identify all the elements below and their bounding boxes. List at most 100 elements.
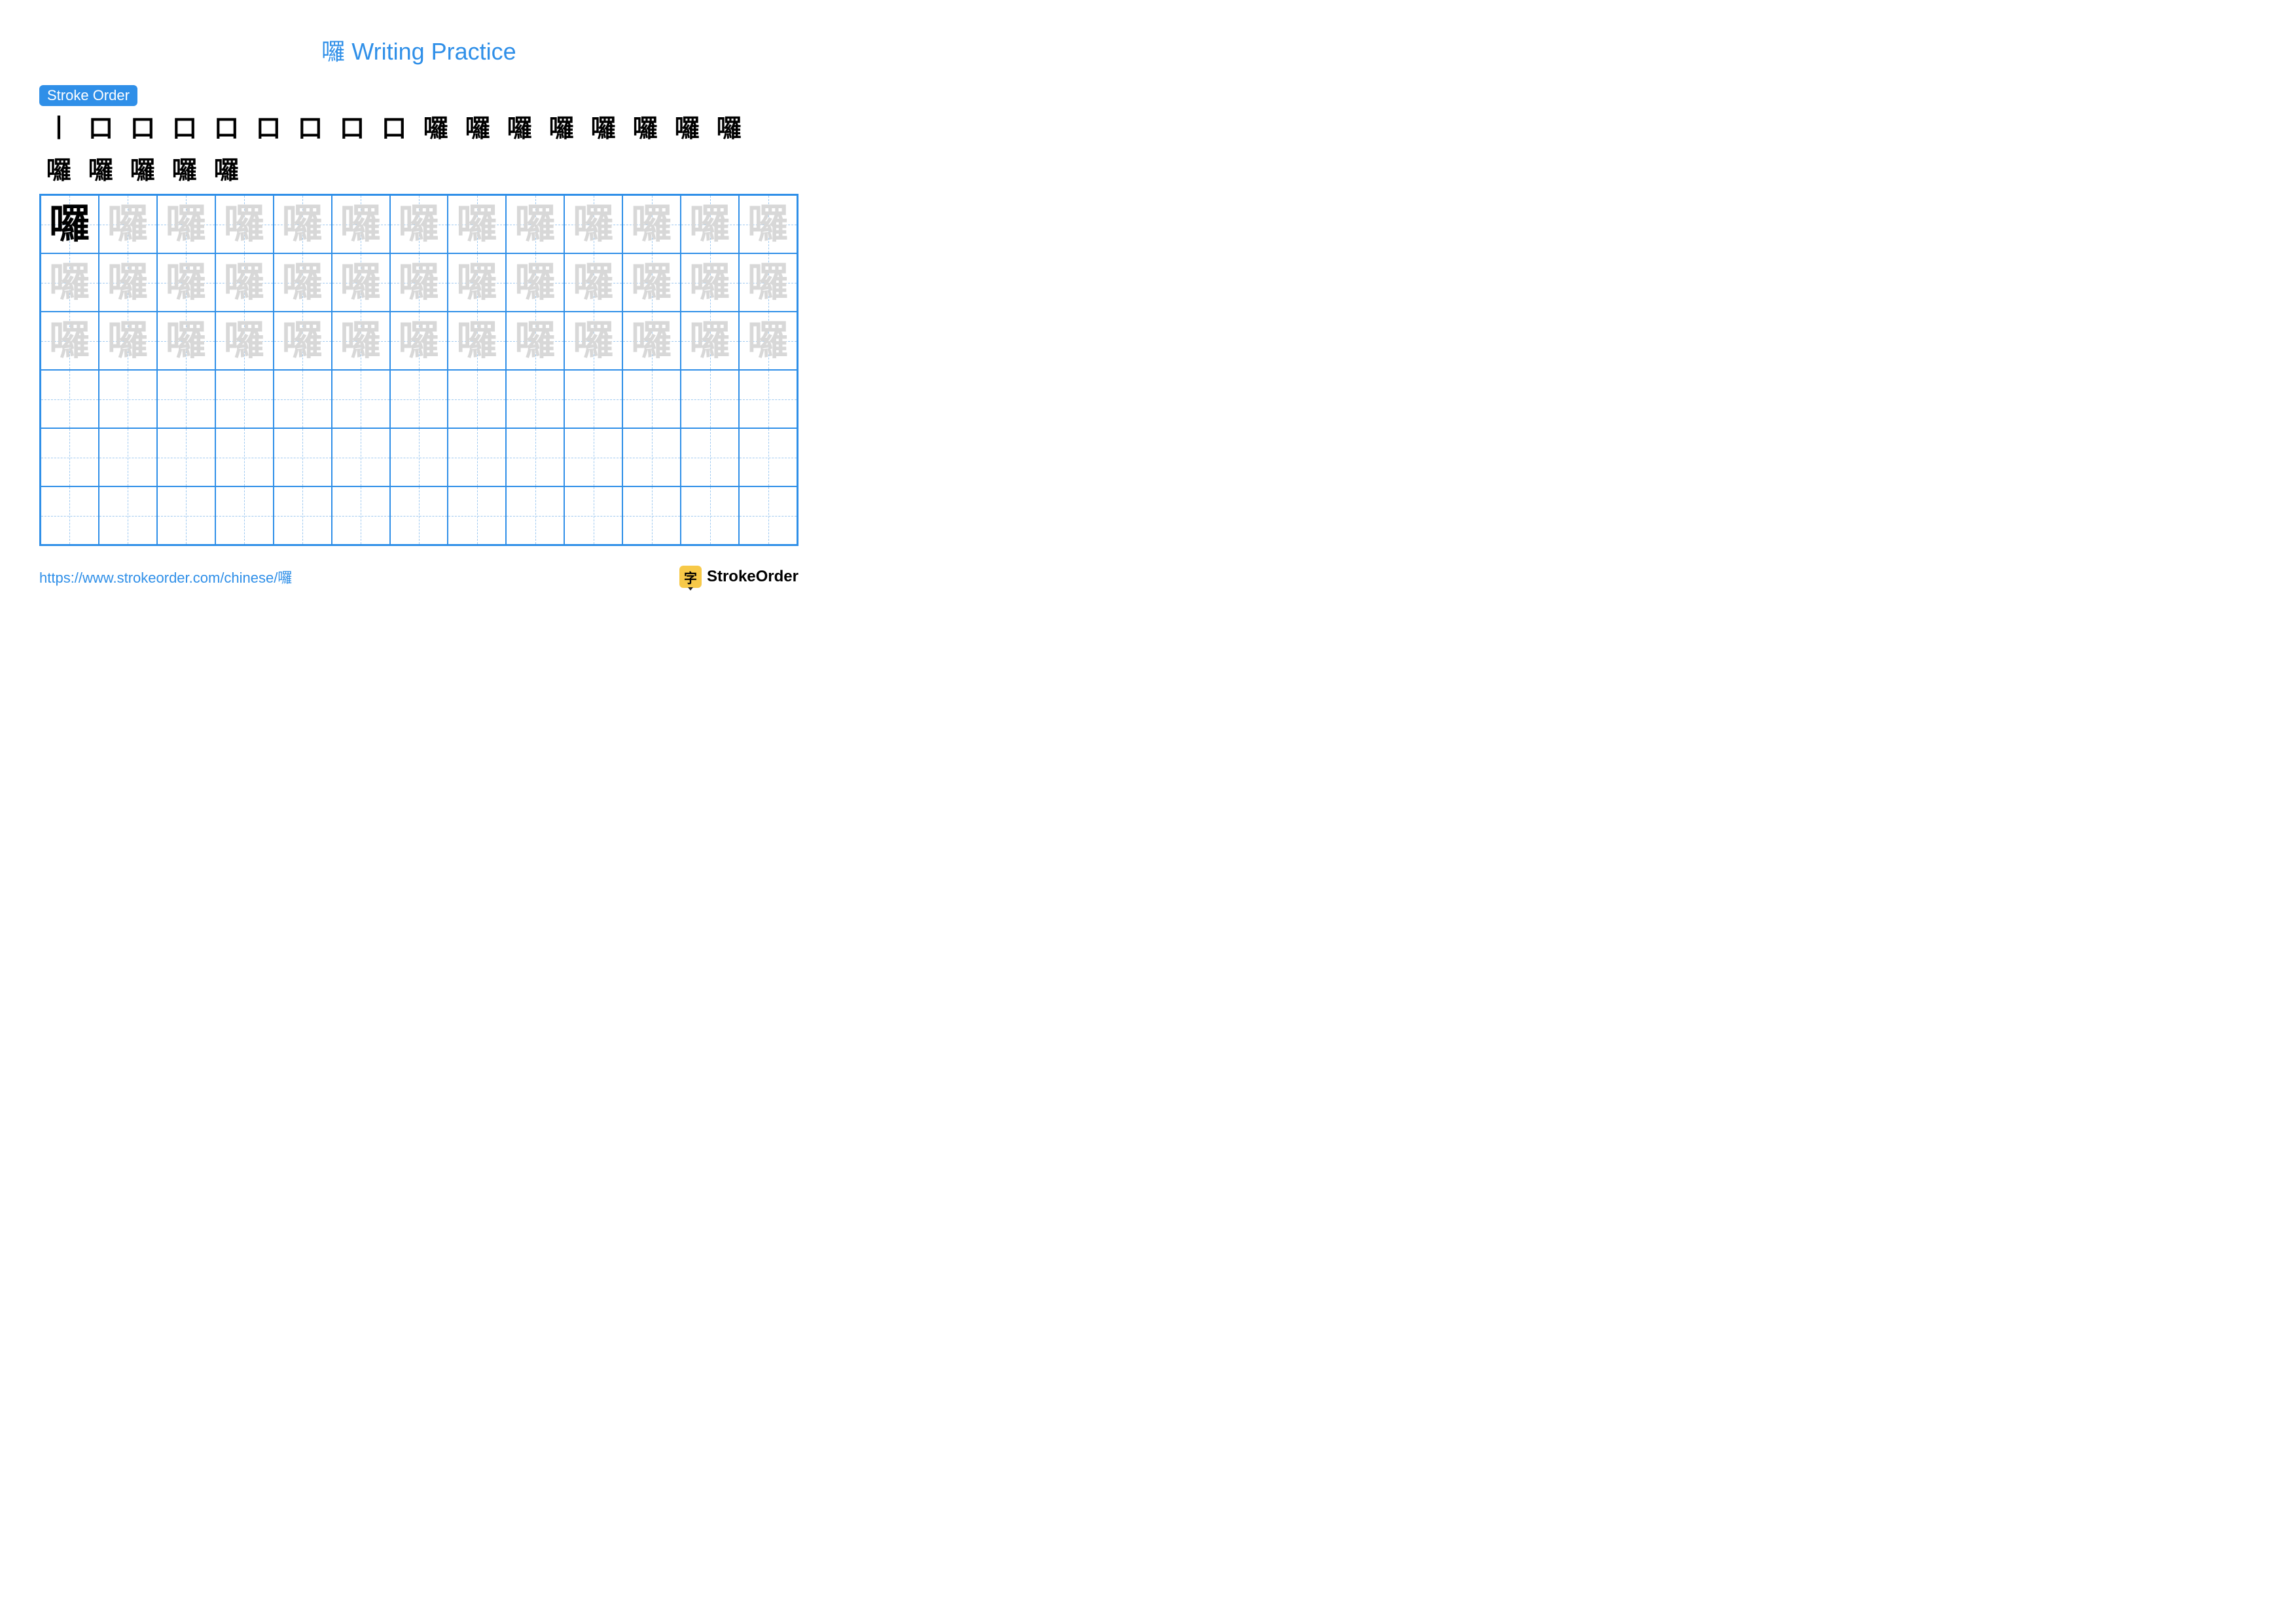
grid-cell <box>215 370 274 428</box>
brand: 字 StrokeOrder <box>679 566 798 588</box>
grid-cell: 囉 <box>564 195 622 253</box>
stroke-step: 口 <box>165 106 204 145</box>
grid-cell: 囉 <box>390 253 448 312</box>
stroke-step: 囉 <box>81 148 120 187</box>
practice-character: 囉 <box>748 321 789 361</box>
grid-cell: 囉 <box>41 253 99 312</box>
stroke-step: 囉 <box>709 106 749 145</box>
practice-character: 囉 <box>690 204 730 245</box>
stroke-step: 口 <box>291 106 330 145</box>
grid-cell: 囉 <box>506 312 564 370</box>
grid-cell: 囉 <box>99 312 157 370</box>
practice-grid: 囉囉囉囉囉囉囉囉囉囉囉囉囉囉囉囉囉囉囉囉囉囉囉囉囉囉囉囉囉囉囉囉囉囉囉囉囉囉囉 <box>39 194 798 546</box>
grid-cell <box>564 370 622 428</box>
grid-cell <box>41 370 99 428</box>
stroke-step: 丨 <box>39 106 79 145</box>
grid-cell: 囉 <box>99 195 157 253</box>
practice-character: 囉 <box>224 321 264 361</box>
practice-character: 囉 <box>49 204 90 245</box>
practice-character: 囉 <box>107 204 148 245</box>
grid-cell <box>448 486 506 545</box>
grid-cell <box>390 486 448 545</box>
stroke-step: 囉 <box>584 106 623 145</box>
practice-character: 囉 <box>399 263 439 303</box>
grid-cell: 囉 <box>448 253 506 312</box>
grid-cell: 囉 <box>564 312 622 370</box>
grid-cell <box>739 370 797 428</box>
practice-character: 囉 <box>399 204 439 245</box>
grid-cell: 囉 <box>274 312 332 370</box>
practice-character: 囉 <box>573 321 614 361</box>
stroke-order-row-2: 囉囉囉囉囉 <box>39 148 798 187</box>
grid-cell: 囉 <box>448 195 506 253</box>
grid-cell <box>739 486 797 545</box>
grid-cell <box>157 370 215 428</box>
grid-cell <box>564 428 622 486</box>
grid-cell <box>390 370 448 428</box>
practice-character: 囉 <box>515 321 556 361</box>
practice-character: 囉 <box>573 263 614 303</box>
grid-cell <box>622 428 681 486</box>
practice-character: 囉 <box>340 263 381 303</box>
grid-cell: 囉 <box>157 195 215 253</box>
grid-row: 囉囉囉囉囉囉囉囉囉囉囉囉囉 <box>41 253 797 312</box>
grid-cell <box>506 486 564 545</box>
grid-cell <box>215 428 274 486</box>
stroke-step: 囉 <box>458 106 497 145</box>
source-url-link[interactable]: https://www.strokeorder.com/chinese/囉 <box>39 566 292 587</box>
practice-character: 囉 <box>224 204 264 245</box>
grid-cell: 囉 <box>739 253 797 312</box>
grid-cell: 囉 <box>739 195 797 253</box>
practice-character: 囉 <box>107 321 148 361</box>
grid-cell <box>274 370 332 428</box>
practice-character: 囉 <box>166 204 206 245</box>
grid-row: 囉囉囉囉囉囉囉囉囉囉囉囉囉 <box>41 195 797 253</box>
stroke-step: 囉 <box>626 106 665 145</box>
grid-cell: 囉 <box>41 195 99 253</box>
practice-character: 囉 <box>282 204 323 245</box>
stroke-step: 口 <box>81 106 120 145</box>
grid-cell: 囉 <box>157 253 215 312</box>
grid-cell: 囉 <box>332 312 390 370</box>
grid-cell <box>99 370 157 428</box>
practice-character: 囉 <box>166 263 206 303</box>
grid-cell: 囉 <box>390 312 448 370</box>
stroke-step: 囉 <box>416 106 456 145</box>
page-title: 囉 Writing Practice <box>39 33 798 67</box>
grid-cell <box>332 370 390 428</box>
stroke-step: 口 <box>207 106 246 145</box>
grid-cell: 囉 <box>99 253 157 312</box>
grid-cell: 囉 <box>622 195 681 253</box>
stroke-step: 囉 <box>668 106 707 145</box>
grid-cell <box>681 370 739 428</box>
brand-icon: 字 <box>679 566 702 588</box>
grid-cell <box>448 370 506 428</box>
practice-character: 囉 <box>340 321 381 361</box>
grid-cell: 囉 <box>332 195 390 253</box>
grid-cell <box>506 428 564 486</box>
stroke-step: 囉 <box>500 106 539 145</box>
grid-cell <box>274 428 332 486</box>
grid-cell: 囉 <box>681 195 739 253</box>
grid-cell <box>274 486 332 545</box>
grid-cell <box>41 428 99 486</box>
practice-character: 囉 <box>166 321 206 361</box>
grid-row: 囉囉囉囉囉囉囉囉囉囉囉囉囉 <box>41 312 797 370</box>
grid-cell <box>622 370 681 428</box>
grid-cell <box>41 486 99 545</box>
grid-cell: 囉 <box>681 253 739 312</box>
practice-character: 囉 <box>282 263 323 303</box>
stroke-order-section: Stroke Order 丨口口口口口口口口囉囉囉囉囉囉囉囉 囉囉囉囉囉 <box>39 85 798 187</box>
stroke-step: 口 <box>332 106 372 145</box>
grid-cell: 囉 <box>564 253 622 312</box>
grid-row <box>41 428 797 486</box>
practice-character: 囉 <box>457 204 497 245</box>
practice-character: 囉 <box>107 263 148 303</box>
grid-cell: 囉 <box>332 253 390 312</box>
grid-cell: 囉 <box>215 195 274 253</box>
grid-cell: 囉 <box>41 312 99 370</box>
practice-character: 囉 <box>632 204 672 245</box>
practice-character: 囉 <box>282 321 323 361</box>
brand-text: StrokeOrder <box>707 568 798 586</box>
grid-cell: 囉 <box>681 312 739 370</box>
